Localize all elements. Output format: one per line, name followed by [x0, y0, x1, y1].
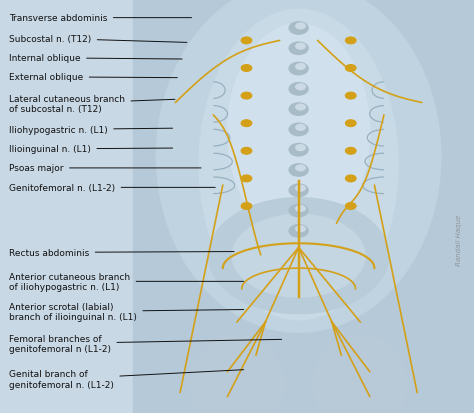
Text: Ilioinguinal n. (L1): Ilioinguinal n. (L1): [9, 145, 173, 154]
Ellipse shape: [313, 335, 408, 413]
Ellipse shape: [346, 176, 356, 182]
Ellipse shape: [241, 93, 252, 100]
Ellipse shape: [296, 145, 305, 151]
Text: Internal oblique: Internal oblique: [9, 54, 182, 63]
Ellipse shape: [296, 226, 305, 232]
Ellipse shape: [209, 198, 389, 314]
Ellipse shape: [296, 85, 305, 90]
Text: Subcostal n. (T12): Subcostal n. (T12): [9, 35, 187, 44]
Ellipse shape: [346, 38, 356, 45]
Ellipse shape: [296, 125, 305, 131]
Ellipse shape: [289, 144, 308, 157]
Ellipse shape: [156, 0, 441, 332]
Ellipse shape: [296, 24, 305, 30]
Ellipse shape: [289, 104, 308, 116]
Text: Anterior scrotal (labial)
branch of ilioinguinal n. (L1): Anterior scrotal (labial) branch of ilio…: [9, 302, 244, 321]
Text: Randall Haque: Randall Haque: [456, 214, 462, 265]
Ellipse shape: [289, 225, 308, 237]
Ellipse shape: [289, 43, 308, 55]
Text: Genitofemoral n. (L1-2): Genitofemoral n. (L1-2): [9, 183, 215, 192]
Ellipse shape: [346, 93, 356, 100]
Text: Lateral cutaneous branch
of subcostal n. (T12): Lateral cutaneous branch of subcostal n.…: [9, 95, 175, 114]
Ellipse shape: [190, 335, 284, 413]
Text: External oblique: External oblique: [9, 73, 177, 82]
Ellipse shape: [241, 66, 252, 72]
Ellipse shape: [241, 38, 252, 45]
Ellipse shape: [346, 203, 356, 210]
Ellipse shape: [199, 10, 398, 320]
Ellipse shape: [241, 176, 252, 182]
Ellipse shape: [296, 105, 305, 111]
Ellipse shape: [296, 206, 305, 212]
Text: Genital branch of
genitofemoral n. (L1-2): Genital branch of genitofemoral n. (L1-2…: [9, 370, 244, 389]
Ellipse shape: [241, 121, 252, 127]
Ellipse shape: [232, 215, 365, 297]
Ellipse shape: [228, 25, 370, 240]
Ellipse shape: [289, 23, 308, 35]
Ellipse shape: [346, 121, 356, 127]
Ellipse shape: [296, 64, 305, 70]
Text: Anterior cutaneous branch
of iliohypogastric n. (L1): Anterior cutaneous branch of iliohypogas…: [9, 272, 244, 291]
Ellipse shape: [289, 83, 308, 96]
Text: Psoas major: Psoas major: [9, 164, 201, 173]
Ellipse shape: [346, 148, 356, 155]
Ellipse shape: [289, 124, 308, 136]
Text: Transverse abdominis: Transverse abdominis: [9, 14, 191, 23]
Text: Iliohypogastric n. (L1): Iliohypogastric n. (L1): [9, 126, 173, 135]
Bar: [133, 0, 474, 413]
Ellipse shape: [296, 166, 305, 171]
Text: Rectus abdominis: Rectus abdominis: [9, 248, 234, 257]
Ellipse shape: [346, 66, 356, 72]
Ellipse shape: [296, 186, 305, 192]
Ellipse shape: [296, 44, 305, 50]
Ellipse shape: [289, 63, 308, 76]
Ellipse shape: [289, 164, 308, 177]
Ellipse shape: [289, 185, 308, 197]
Ellipse shape: [241, 148, 252, 155]
Ellipse shape: [289, 205, 308, 217]
Text: Femoral branches of
genitofemoral n (L1-2): Femoral branches of genitofemoral n (L1-…: [9, 334, 282, 353]
Ellipse shape: [241, 203, 252, 210]
